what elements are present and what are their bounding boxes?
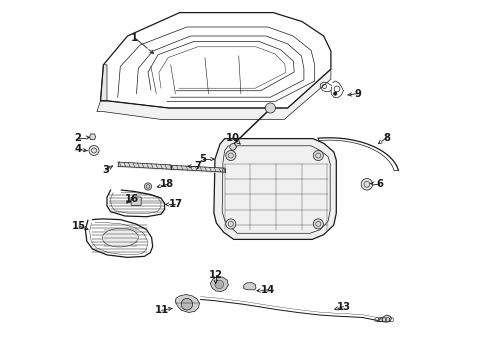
Text: 17: 17 bbox=[168, 199, 182, 210]
Polygon shape bbox=[376, 315, 390, 322]
Circle shape bbox=[361, 179, 372, 190]
Text: 18: 18 bbox=[160, 179, 174, 189]
Polygon shape bbox=[213, 139, 336, 239]
Circle shape bbox=[225, 150, 235, 161]
Text: 2: 2 bbox=[75, 132, 81, 143]
Text: 8: 8 bbox=[383, 132, 390, 143]
Ellipse shape bbox=[102, 228, 138, 247]
Circle shape bbox=[225, 219, 235, 229]
Polygon shape bbox=[175, 294, 199, 312]
Polygon shape bbox=[244, 283, 256, 290]
Text: 9: 9 bbox=[354, 89, 361, 99]
Polygon shape bbox=[101, 65, 107, 101]
Text: 6: 6 bbox=[375, 179, 382, 189]
Text: 7: 7 bbox=[194, 161, 201, 171]
Circle shape bbox=[333, 92, 336, 95]
Text: 1: 1 bbox=[131, 33, 138, 43]
Text: 11: 11 bbox=[154, 305, 168, 315]
Circle shape bbox=[313, 219, 323, 229]
Text: 10: 10 bbox=[225, 132, 240, 143]
FancyBboxPatch shape bbox=[131, 197, 141, 206]
Text: 5: 5 bbox=[199, 154, 206, 164]
Text: 15: 15 bbox=[72, 221, 86, 231]
Circle shape bbox=[144, 183, 151, 190]
Text: 14: 14 bbox=[260, 285, 274, 295]
Circle shape bbox=[215, 280, 223, 289]
Polygon shape bbox=[97, 69, 330, 120]
Circle shape bbox=[89, 145, 99, 156]
Polygon shape bbox=[210, 276, 228, 292]
Text: 12: 12 bbox=[208, 270, 222, 280]
Circle shape bbox=[229, 144, 236, 150]
Polygon shape bbox=[89, 134, 95, 140]
Text: 16: 16 bbox=[125, 194, 139, 204]
Text: 3: 3 bbox=[102, 165, 109, 175]
Circle shape bbox=[313, 150, 323, 161]
Text: 4: 4 bbox=[75, 144, 81, 154]
Circle shape bbox=[181, 298, 192, 310]
Text: 13: 13 bbox=[336, 302, 350, 312]
Circle shape bbox=[265, 103, 275, 113]
